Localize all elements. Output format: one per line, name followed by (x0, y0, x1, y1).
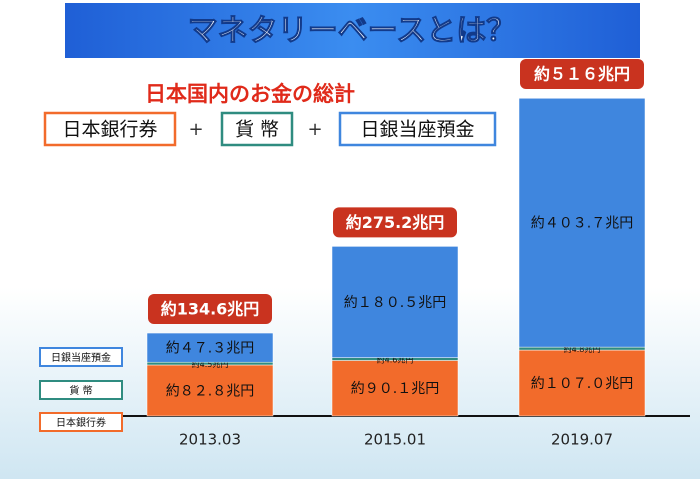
bar-segment (146, 332, 274, 363)
bar-segment (518, 98, 646, 348)
legend-label: 日本銀行券 (56, 416, 106, 429)
formula-box (220, 111, 294, 147)
total-label: 約５１６兆円 (534, 65, 630, 84)
x-tick-label: 2013.03 (179, 431, 241, 449)
total-box (520, 59, 644, 89)
legend-box (39, 380, 123, 400)
subtitle: 日本国内のお金の総計 (145, 82, 355, 106)
legend-box (39, 347, 123, 367)
formula-operator: + (307, 119, 322, 140)
formula-term: 貨 幣 (235, 119, 279, 141)
legend-label: 貨 幣 (69, 384, 92, 397)
value-label: 約４７.３兆円 (166, 341, 254, 357)
total-box (333, 207, 457, 238)
value-label: 約９０.１兆円 (351, 381, 439, 397)
total-label: 約275.2兆円 (346, 213, 445, 232)
formula-box (338, 111, 497, 147)
formula-term: 日本銀行券 (62, 119, 157, 141)
total-box (148, 294, 272, 325)
x-tick-label: 2015.01 (364, 431, 426, 449)
formula-operator: + (188, 119, 203, 140)
formula-box (43, 111, 177, 147)
value-label: 約4.6兆円 (377, 355, 414, 365)
value-label: 約4.5兆円 (192, 359, 229, 369)
bar-segment (331, 246, 459, 358)
value-label: 約4.8兆円 (564, 344, 601, 354)
bar-segment (331, 360, 459, 417)
value-label: 約８２.８兆円 (166, 383, 254, 399)
formula-term: 日銀当座預金 (360, 119, 474, 141)
legend-box (39, 412, 123, 432)
value-label: 約１８０.５兆円 (344, 295, 446, 311)
total-label: 約134.6兆円 (161, 300, 260, 319)
x-tick-label: 2019.07 (551, 431, 613, 449)
bar-segment (146, 364, 274, 417)
chart-title: マネタリーベースとは？ (188, 14, 517, 49)
value-label: 約１０７.０兆円 (531, 376, 633, 392)
title-banner (65, 3, 640, 58)
legend-label: 日銀当座預金 (51, 351, 111, 364)
bar-segment (518, 349, 646, 417)
value-label: 約４０３.７兆円 (531, 216, 633, 232)
